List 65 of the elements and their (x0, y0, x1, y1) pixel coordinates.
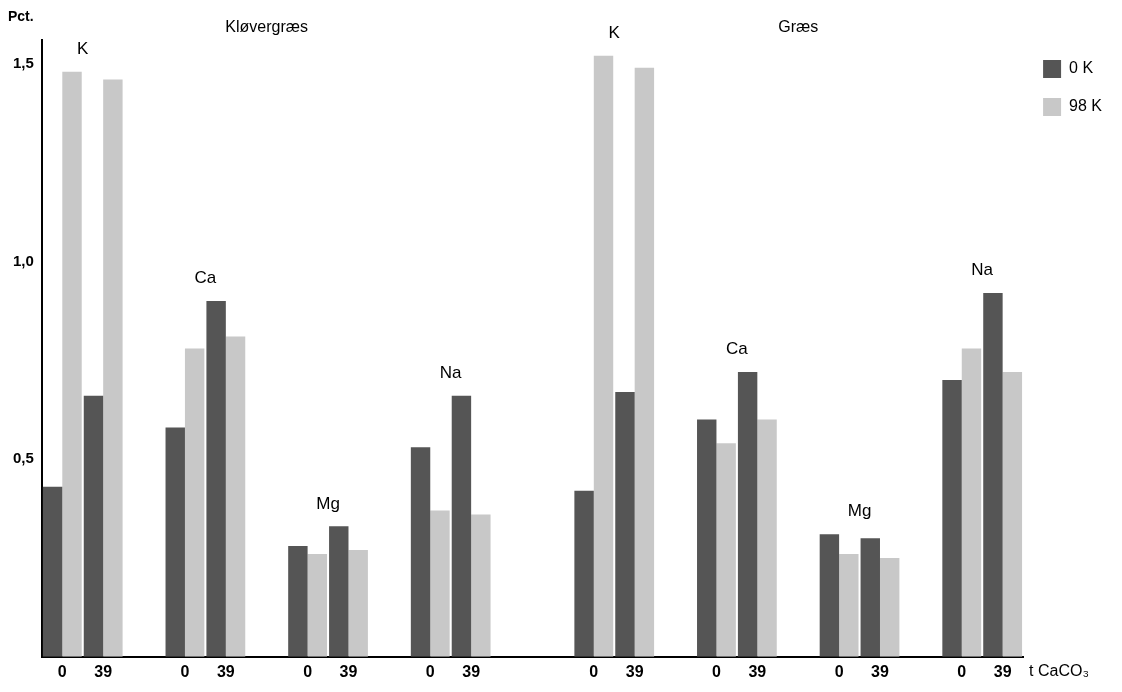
annotation: Mg (847, 501, 872, 521)
bar (983, 293, 1003, 657)
bar (737, 372, 758, 657)
bar (879, 557, 900, 657)
x-tick-label: 0 (303, 662, 313, 680)
bar (574, 490, 594, 657)
bar (615, 391, 635, 657)
bar (103, 79, 123, 657)
bar (757, 419, 777, 657)
x-tick-label: 0 (589, 662, 599, 680)
x-tick-label: 39 (94, 662, 113, 680)
bar (348, 550, 368, 657)
y-axis-title: Pct. (8, 7, 34, 24)
x-tick-label: 39 (993, 662, 1012, 680)
bar (430, 510, 450, 657)
x-tick-label: 39 (462, 662, 481, 680)
x-tick-label: 0 (957, 662, 967, 680)
bar (184, 348, 205, 657)
bar (329, 526, 349, 657)
annotation: Na (971, 260, 994, 280)
bar (83, 395, 104, 657)
bar (961, 348, 982, 657)
bar (451, 395, 472, 657)
x-tick-label: 0 (712, 662, 721, 680)
annotation: Mg (316, 493, 340, 513)
bar (634, 67, 655, 657)
bar (860, 538, 880, 657)
bar (206, 300, 226, 657)
x-tick-label: 0 (834, 662, 844, 680)
x-tick-label: 0 (57, 662, 67, 680)
bar (819, 534, 840, 657)
x-tick-label: 39 (871, 662, 889, 680)
bar (42, 486, 63, 657)
annotation: Ca (726, 339, 749, 359)
x-tick-label: 39 (216, 662, 235, 680)
bar (716, 443, 736, 657)
annotation: K (608, 23, 621, 42)
y-tick-label: 1,5 (12, 53, 34, 71)
bar (839, 554, 859, 657)
bar (697, 419, 717, 657)
annotation: Na (439, 363, 463, 383)
bar (1002, 372, 1023, 657)
y-tick-label: 1,0 (12, 251, 34, 269)
text: Græs (778, 18, 819, 36)
text: Kløvergræs (225, 18, 309, 36)
bar (307, 554, 328, 657)
bar (593, 55, 614, 657)
bar (288, 546, 308, 657)
x-tick-label: 39 (748, 662, 767, 680)
bar (471, 514, 491, 657)
bar (62, 71, 82, 657)
x-tick-label: 0 (180, 662, 190, 680)
bar (225, 336, 246, 657)
x-tick-label: 39 (625, 662, 644, 680)
bar (410, 447, 431, 657)
x-axis-title: t CaCO₃ (1029, 662, 1089, 680)
annotation: Ca (194, 268, 217, 288)
y-tick-label: 0,5 (12, 449, 34, 467)
bar (942, 380, 962, 657)
legend-label: 0 K (1069, 59, 1094, 77)
bar (165, 427, 185, 657)
x-tick-label: 0 (425, 662, 435, 680)
annotation: K (77, 38, 90, 58)
legend-label: 98 K (1069, 97, 1103, 115)
x-tick-label: 39 (339, 662, 358, 680)
